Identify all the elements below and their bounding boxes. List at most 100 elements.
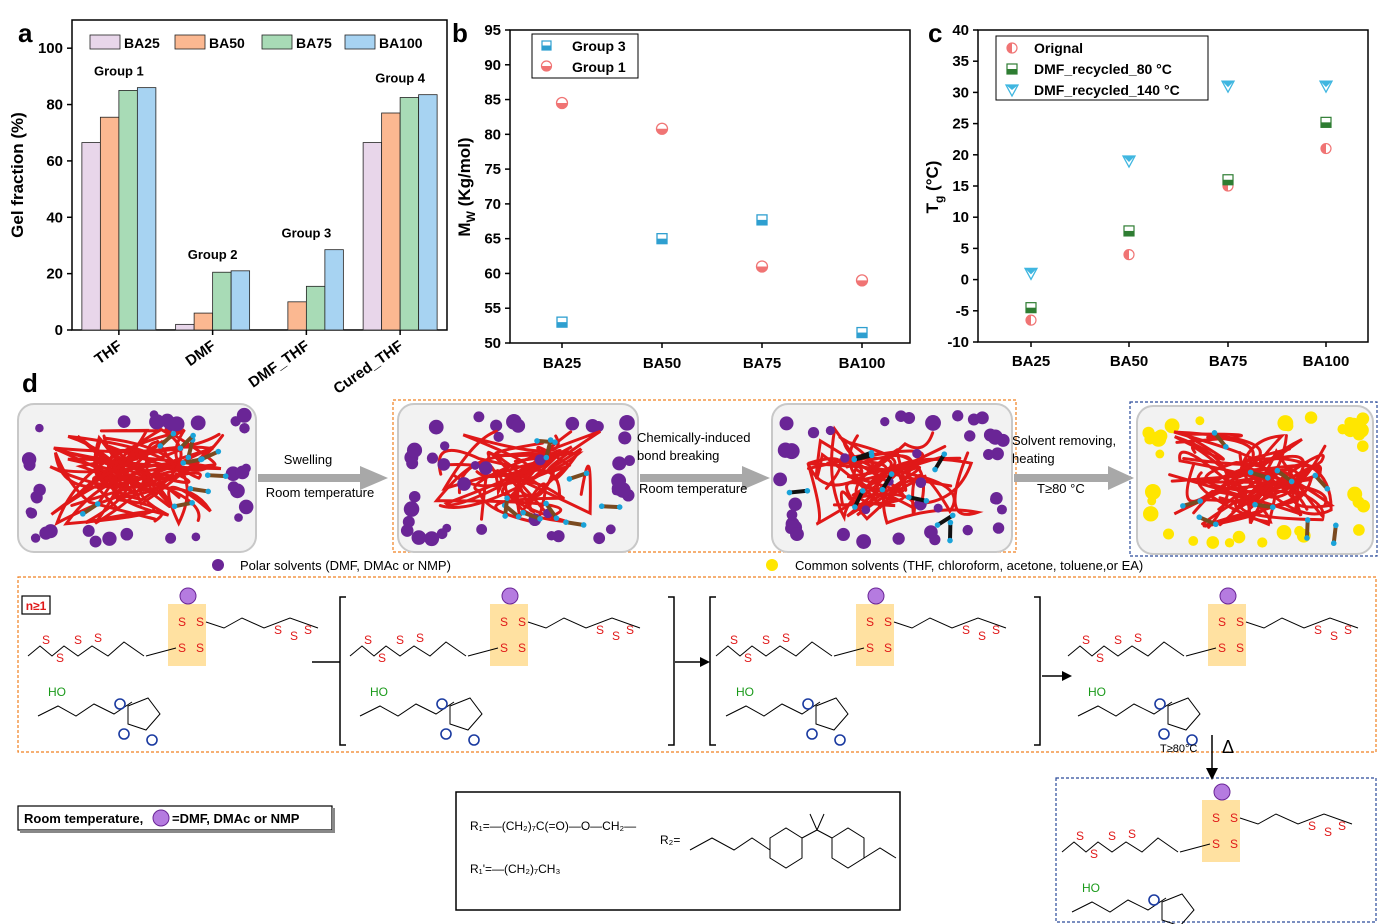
heating-arrow: T≥80°C Δ	[1160, 735, 1234, 780]
legend-label-recycled-140: DMF_recycled_140 °C	[1034, 82, 1180, 98]
crosslink-end	[1330, 540, 1337, 547]
point-group1-fill	[556, 103, 568, 109]
bar-BA25-Cured_THF	[362, 142, 383, 331]
solvent-molecule	[925, 415, 941, 431]
bar-BA100-THF	[136, 87, 157, 331]
oxygen-atom	[1148, 894, 1160, 906]
solvent-molecule	[406, 442, 423, 458]
solvent-molecule	[457, 477, 471, 491]
polymer-chain	[1201, 471, 1309, 528]
oxygen-atom	[806, 728, 818, 740]
crosslink-end	[1223, 444, 1229, 450]
crosslink-end	[1180, 503, 1186, 509]
solvent-molecule	[1154, 429, 1168, 443]
x-tick-label-c: BA100	[1303, 353, 1350, 370]
sulfur-atom: S	[42, 633, 50, 647]
y-tick-label-b: 80	[484, 126, 501, 143]
sulfur-atom: S	[1218, 615, 1226, 629]
crosslink-end	[180, 460, 187, 466]
oxygen-atom	[440, 728, 452, 740]
sulfur-atom: S	[304, 623, 312, 637]
oxygen-atom	[1154, 698, 1166, 710]
r2-linkers	[801, 813, 897, 859]
solvent-molecule	[952, 410, 964, 422]
svg-text:R₁=—(CH₂)₇C(=O)—O—CH₂—: R₁=—(CH₂)₇C(=O)—O—CH₂—	[470, 819, 636, 833]
polymer-chain	[832, 439, 953, 507]
solvent-molecule	[962, 524, 973, 536]
hydroxyl-group: HO	[736, 685, 754, 699]
crosslink-end	[583, 470, 590, 477]
legend-label-BA100: BA100	[379, 35, 423, 51]
group-annotation: Group 2	[188, 247, 238, 262]
y-tick-label-b: 90	[484, 57, 501, 74]
crosslink	[599, 504, 622, 510]
backbone-bond	[1185, 617, 1359, 657]
y-tick-label-b: 70	[484, 196, 501, 213]
furan-ring	[1161, 893, 1195, 924]
solvent-bead-icon	[501, 587, 519, 605]
x-tick-label-a: DMF_THF	[246, 337, 313, 391]
room-temperature-note: Room temperature, =DMF, DMAc or NMP	[17, 805, 335, 833]
crosslink-end	[932, 466, 938, 473]
y-tick-label-a: 20	[46, 266, 63, 283]
hydroxyl-group: HO	[48, 685, 66, 699]
solvent-molecule	[120, 527, 134, 541]
crosslink-end	[941, 451, 948, 457]
svg-text:Room temperature: Room temperature	[266, 485, 374, 500]
legend-swatch-BA50	[174, 34, 206, 50]
sulfur-atom: S	[1230, 811, 1238, 825]
sulfur-atom: S	[1314, 623, 1322, 637]
crosslink-end	[1304, 517, 1311, 523]
sulfur-atom: S	[500, 641, 508, 655]
crosslink-end	[204, 472, 211, 478]
y-tick-label-b: 95	[484, 22, 501, 39]
crosslink	[787, 488, 810, 495]
sulfur-atom: S	[196, 641, 204, 655]
solvent-molecule	[1232, 530, 1246, 544]
common-solvent-dot	[766, 559, 778, 571]
legend-label-BA50: BA50	[209, 35, 245, 51]
sulfur-atom: S	[396, 633, 404, 647]
x-tick-label-b: BA75	[743, 355, 781, 372]
solvent-molecule	[1357, 440, 1369, 452]
x-tick-label-c: BA50	[1110, 353, 1148, 370]
solvent-molecule	[428, 419, 444, 435]
crosslink	[1331, 523, 1338, 546]
crosslink-end	[79, 511, 86, 517]
sulfur-atom: S	[94, 631, 102, 645]
y-axis-label-b: MW (Kg/mol)	[455, 137, 478, 236]
solvent-molecule	[612, 456, 627, 471]
solvent-molecule	[426, 452, 439, 464]
sulfur-atom: S	[744, 651, 752, 665]
crosslink-end	[616, 504, 623, 510]
x-tick-label-b: BA100	[839, 355, 886, 372]
sulfur-atom: S	[978, 629, 986, 643]
y-tick-label-b: 60	[484, 265, 501, 282]
crosslink	[544, 438, 553, 460]
solvent-molecule	[624, 455, 635, 466]
x-tick-label-b: BA25	[543, 355, 581, 372]
svg-text:Room temperature,: Room temperature,	[24, 811, 143, 826]
point-group3-fill	[557, 322, 567, 328]
oxygen-atom	[146, 734, 158, 746]
side-chain-bond	[37, 701, 133, 717]
point-group3-fill	[657, 238, 667, 244]
crosslink-end	[905, 494, 912, 501]
sulfur-atom: S	[1308, 819, 1316, 833]
solvent-molecule	[411, 530, 427, 545]
point-recycled-80-fill	[1223, 179, 1233, 185]
point-group3-fill	[857, 332, 867, 338]
crosslink-end	[543, 500, 549, 507]
y-tick-label-b: 55	[484, 300, 501, 317]
y-tick-label-a: 0	[55, 322, 63, 339]
y-tick-label-c: 15	[952, 178, 969, 195]
crosslink-end	[543, 454, 550, 461]
solvent-molecule	[856, 534, 872, 549]
crosslink	[181, 457, 203, 465]
y-tick-label-b: 50	[484, 335, 501, 352]
backbone-bond	[833, 617, 1007, 657]
solvent-molecule	[234, 513, 243, 522]
solvent-molecule	[546, 530, 557, 541]
sulfur-atom: S	[364, 633, 372, 647]
solvent-molecule	[773, 472, 788, 487]
